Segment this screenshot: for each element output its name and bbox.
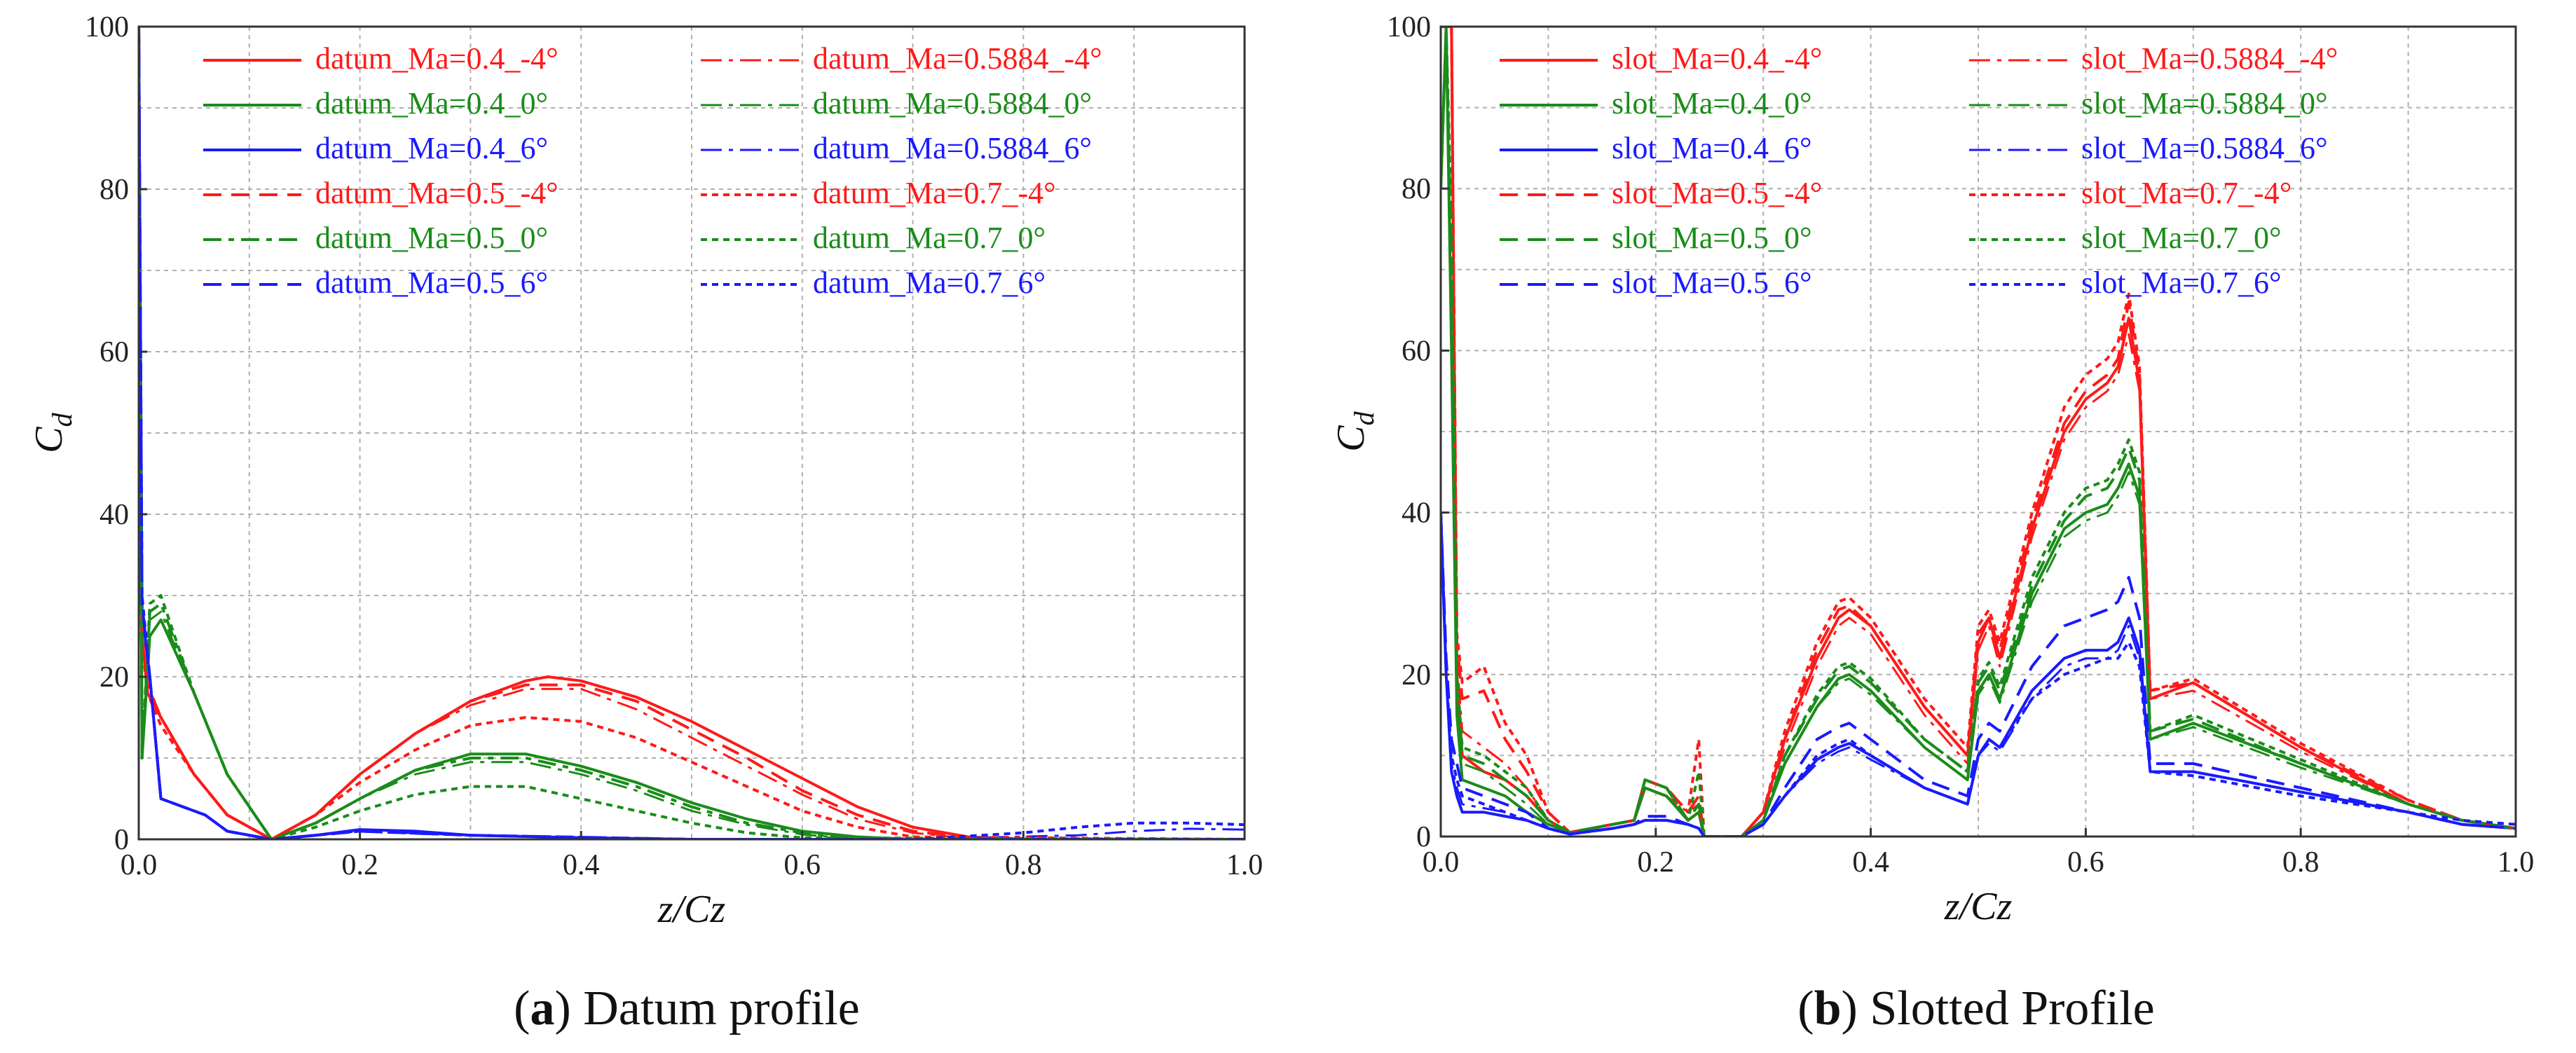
x-tick-label: 0.8 [1005, 849, 1042, 881]
caption-text: Slotted Profile [1858, 982, 2155, 1035]
caption-paren-open: ( [1797, 982, 1814, 1035]
caption-paren-close: ) [1842, 982, 1858, 1035]
y-tick-label: 60 [100, 336, 129, 369]
caption-paren-close: ) [554, 982, 570, 1035]
legend-label: datum_Ma=0.5_0° [315, 221, 548, 255]
x-tick-label: 0.2 [1638, 846, 1675, 879]
caption-paren-open: ( [514, 982, 530, 1035]
y-tick-label: 100 [1387, 11, 1431, 43]
legend-label: slot_Ma=0.5_0° [1612, 221, 1812, 255]
series-line-7 [1441, 27, 2516, 837]
chart-panel-a: 0.0 0.2 0.4 0.6 0.8 1.0 0 20 40 60 80 100 z/Cz Cd datu… [27, 11, 1263, 1035]
y-tick-label: 20 [1402, 659, 1431, 691]
x-tick-label: 0.6 [2067, 846, 2104, 879]
series-line-1 [139, 27, 1245, 839]
series-line-6 [139, 27, 1245, 839]
series-line-7 [139, 27, 1245, 839]
series-line-8 [1441, 27, 2516, 837]
x-tick-label: 0.4 [563, 849, 600, 881]
plot-frame [137, 25, 1246, 841]
y-tick-label: 0 [1416, 821, 1431, 853]
series-line-5 [139, 27, 1245, 839]
legend-label: datum_Ma=0.5884_6° [813, 131, 1092, 165]
x-tick-label: 0.8 [2282, 846, 2320, 879]
y-tick-label: 40 [1402, 497, 1431, 530]
y-tick-label: 0 [114, 824, 129, 856]
series-line-5 [1441, 512, 2516, 837]
x-tick-label: 0.4 [1852, 846, 1889, 879]
legend-label: datum_Ma=0.5_6° [315, 266, 548, 300]
series-line-9 [1441, 27, 2516, 837]
legend-label: datum_Ma=0.4_0° [315, 86, 548, 121]
x-tick-label: 0.2 [341, 849, 378, 881]
legend: slot_Ma=0.4_-4° slot_Ma=0.5884_-4° slot_Ma… [1500, 41, 2338, 300]
legend-label: datum_Ma=0.5884_-4° [813, 41, 1102, 76]
legend: datum_Ma=0.4_-4° datum_Ma=0.5884_-4°datum… [203, 41, 1102, 300]
series-line-8 [139, 27, 1245, 839]
series-line-1 [1441, 27, 2516, 837]
caption-text: Datum profile [571, 982, 860, 1035]
legend-label: slot_Ma=0.5884_6° [2081, 131, 2328, 165]
legend-label: slot_Ma=0.4_0° [1612, 86, 1812, 121]
series-line-3 [1441, 27, 2516, 837]
y-axis-label-main: C [27, 427, 71, 453]
caption-letter: a [530, 982, 554, 1035]
series-line-10 [1441, 512, 2516, 837]
y-axis-label: Cd [27, 412, 78, 453]
legend-label: slot_Ma=0.5884_0° [2081, 86, 2328, 121]
legend-label: slot_Ma=0.4_-4° [1612, 41, 1822, 76]
y-tick-label: 80 [100, 174, 129, 206]
legend-label: slot_Ma=0.4_6° [1612, 131, 1812, 165]
y-axis-label-sub: d [1348, 411, 1380, 425]
x-axis-label: z/Cz [1944, 885, 2013, 928]
figure-caption: (b) Slotted Profile [1797, 982, 2154, 1035]
figure-caption: (a) Datum profile [514, 982, 860, 1035]
legend-label: slot_Ma=0.5_6° [1612, 266, 1812, 300]
series-line-3 [139, 27, 1245, 839]
legend-label: slot_Ma=0.5_-4° [1612, 176, 1822, 210]
legend-label: datum_Ma=0.5884_0° [813, 86, 1092, 121]
chart-panel-b: 0.0 0.2 0.4 0.6 0.8 1.0 0 20 40 60 80 100 z/Cz Cd slot… [1329, 11, 2534, 1035]
y-axis-label: Cd [1329, 411, 1380, 451]
legend-label: slot_Ma=0.7_-4° [2081, 176, 2291, 210]
x-tick-label: 1.0 [1226, 849, 1263, 881]
legend-label: slot_Ma=0.7_6° [2081, 266, 2282, 300]
x-axis-label: z/Cz [657, 888, 726, 931]
legend-label: datum_Ma=0.7_-4° [813, 176, 1056, 210]
plot-frame [1439, 25, 2517, 838]
y-tick-label: 40 [100, 499, 129, 531]
series-line-9 [139, 27, 1245, 839]
x-tick-label: 0.0 [1423, 846, 1460, 879]
y-axis-label-main: C [1329, 425, 1373, 452]
y-axis-label-sub: d [46, 412, 78, 427]
y-tick-label: 80 [1402, 173, 1431, 205]
x-tick-label: 0.0 [121, 849, 158, 881]
x-tick-label: 1.0 [2498, 846, 2535, 879]
caption-letter: b [1814, 982, 1842, 1035]
legend-label: datum_Ma=0.5_-4° [315, 176, 559, 210]
x-tick-label: 0.6 [784, 849, 821, 881]
y-tick-label: 100 [85, 11, 129, 43]
y-tick-label: 20 [100, 661, 129, 694]
legend-label: slot_Ma=0.5884_-4° [2081, 41, 2338, 76]
y-tick-label: 60 [1402, 335, 1431, 367]
legend-label: datum_Ma=0.4_6° [315, 131, 548, 165]
series-line-11 [139, 27, 1245, 839]
legend-label: datum_Ma=0.7_0° [813, 221, 1046, 255]
legend-label: datum_Ma=0.4_-4° [315, 41, 559, 76]
series-line-2 [139, 27, 1245, 839]
legend-label: slot_Ma=0.7_0° [2081, 221, 2282, 255]
legend-label: datum_Ma=0.7_6° [813, 266, 1046, 300]
